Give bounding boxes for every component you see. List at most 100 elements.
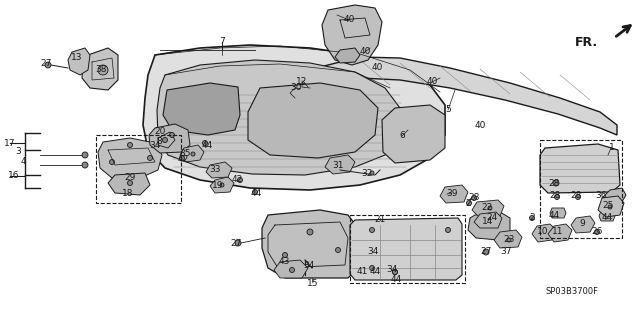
Text: 44: 44 — [390, 276, 402, 285]
Text: 43: 43 — [278, 256, 290, 265]
Text: 28: 28 — [549, 191, 561, 201]
Text: 44: 44 — [548, 211, 559, 219]
Text: 34: 34 — [387, 265, 397, 275]
Text: 40: 40 — [474, 121, 486, 130]
Circle shape — [220, 183, 224, 187]
Circle shape — [235, 240, 241, 246]
Text: 18: 18 — [122, 189, 134, 197]
Polygon shape — [68, 48, 90, 75]
Polygon shape — [180, 145, 204, 162]
Text: 28: 28 — [570, 191, 582, 201]
Polygon shape — [262, 210, 358, 278]
Polygon shape — [540, 144, 620, 193]
Polygon shape — [571, 216, 595, 233]
Circle shape — [335, 248, 340, 253]
Circle shape — [237, 177, 243, 182]
Polygon shape — [532, 224, 556, 242]
Text: 42: 42 — [232, 174, 243, 183]
Circle shape — [472, 196, 477, 201]
Text: 1: 1 — [609, 144, 615, 152]
Circle shape — [392, 270, 397, 275]
Text: 44: 44 — [202, 140, 212, 150]
Text: 17: 17 — [4, 138, 16, 147]
Circle shape — [553, 180, 559, 186]
Circle shape — [82, 162, 88, 168]
Bar — [96, 135, 181, 203]
Text: 27: 27 — [230, 239, 242, 248]
Text: 13: 13 — [71, 53, 83, 62]
Circle shape — [575, 195, 580, 199]
Circle shape — [369, 265, 374, 271]
Circle shape — [109, 160, 115, 165]
Polygon shape — [602, 188, 626, 206]
Circle shape — [370, 171, 374, 175]
Text: 41: 41 — [356, 266, 368, 276]
Circle shape — [202, 140, 207, 145]
Text: SP03B3700F: SP03B3700F — [545, 286, 598, 295]
Text: 32: 32 — [362, 168, 372, 177]
Polygon shape — [474, 212, 502, 228]
Text: 14: 14 — [483, 218, 493, 226]
Text: 6: 6 — [399, 131, 405, 140]
Text: 40: 40 — [371, 63, 383, 71]
Text: 5: 5 — [445, 106, 451, 115]
Text: 44: 44 — [250, 189, 262, 197]
Text: 9: 9 — [579, 219, 585, 228]
Polygon shape — [149, 124, 190, 153]
Text: 40: 40 — [343, 16, 355, 25]
Circle shape — [507, 238, 511, 242]
Text: 23: 23 — [503, 234, 515, 243]
Text: 10: 10 — [537, 226, 548, 235]
Polygon shape — [315, 57, 617, 135]
Circle shape — [595, 229, 600, 234]
Text: 34: 34 — [149, 140, 161, 150]
Polygon shape — [472, 200, 504, 216]
Circle shape — [147, 155, 152, 160]
Text: 12: 12 — [296, 77, 308, 85]
Text: 40: 40 — [359, 48, 371, 56]
Text: 19: 19 — [212, 181, 224, 189]
Text: 8: 8 — [156, 137, 162, 145]
Text: 16: 16 — [8, 172, 20, 181]
Polygon shape — [210, 177, 234, 193]
Circle shape — [445, 227, 451, 233]
Text: 4: 4 — [20, 158, 26, 167]
Text: 39: 39 — [446, 189, 458, 197]
Text: 29: 29 — [124, 174, 136, 182]
Circle shape — [392, 270, 397, 275]
Circle shape — [253, 189, 257, 195]
Text: 42: 42 — [177, 154, 189, 164]
Circle shape — [298, 263, 303, 268]
Bar — [540, 140, 622, 238]
Circle shape — [127, 143, 132, 147]
Polygon shape — [157, 60, 400, 175]
Text: 34: 34 — [303, 261, 315, 270]
Text: 31: 31 — [332, 160, 344, 169]
Text: 25: 25 — [602, 202, 614, 211]
Text: 44: 44 — [602, 213, 612, 222]
Circle shape — [179, 155, 184, 160]
Text: 15: 15 — [307, 278, 319, 287]
Polygon shape — [350, 218, 462, 280]
Polygon shape — [98, 138, 162, 178]
Polygon shape — [468, 212, 510, 240]
Circle shape — [127, 181, 132, 186]
Polygon shape — [548, 224, 572, 242]
Circle shape — [282, 253, 287, 257]
Text: 30: 30 — [291, 84, 301, 93]
Polygon shape — [598, 196, 624, 217]
Circle shape — [191, 152, 195, 156]
Text: 2: 2 — [465, 198, 471, 207]
Circle shape — [307, 229, 313, 235]
Text: 37: 37 — [500, 247, 512, 256]
Circle shape — [170, 132, 175, 137]
Text: 21: 21 — [374, 216, 386, 225]
Text: 34: 34 — [367, 248, 379, 256]
Circle shape — [529, 216, 534, 220]
Text: 22: 22 — [481, 203, 493, 211]
Polygon shape — [163, 83, 240, 135]
Circle shape — [369, 227, 374, 233]
Text: 3: 3 — [15, 147, 21, 157]
Text: 7: 7 — [219, 38, 225, 47]
Polygon shape — [325, 155, 355, 174]
